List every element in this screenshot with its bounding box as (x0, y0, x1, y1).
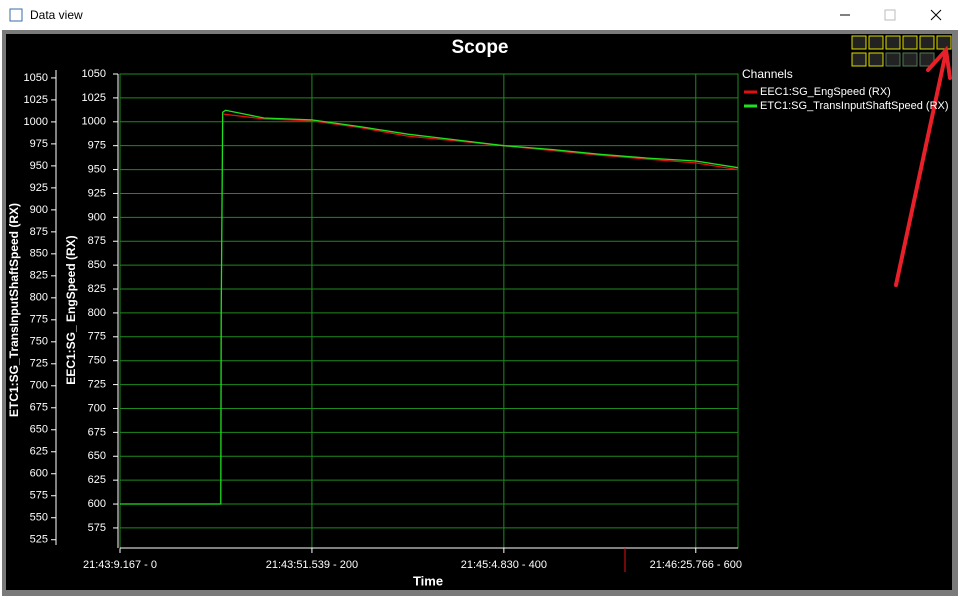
series-line (120, 109, 739, 505)
y-tick-label: 975 (88, 140, 106, 152)
save-button[interactable] (919, 35, 935, 50)
y2-axis-title: ETC1:SG_TransInputShaftSpeed (RX) (7, 203, 21, 417)
y2-tick-label: 1000 (24, 116, 48, 128)
y2-tick-label: 775 (30, 314, 48, 326)
y2-tick-label: 550 (30, 512, 48, 524)
y2-tick-label: 750 (30, 336, 48, 348)
y2-tick-label: 1050 (24, 72, 48, 84)
scope-bg (6, 34, 952, 590)
y2-tick-label: 625 (30, 446, 48, 458)
x-tick-label: 21:43:9.167 - 0 (83, 559, 157, 571)
y2-tick-label: 800 (30, 292, 48, 304)
y2-tick-label: 950 (30, 160, 48, 172)
y-tick-label: 575 (88, 522, 106, 534)
y-tick-label: 675 (88, 426, 106, 438)
zoom-x-button[interactable] (885, 52, 901, 67)
zoom-reset-button[interactable] (919, 52, 935, 67)
y2-tick-label: 925 (30, 182, 48, 194)
zoom-y-button[interactable] (902, 52, 918, 67)
y-tick-label: 775 (88, 331, 106, 343)
x-axis-title: Time (413, 573, 443, 588)
settings-button[interactable] (936, 35, 952, 50)
zoom-out-button[interactable] (868, 52, 884, 67)
y2-tick-label: 825 (30, 270, 48, 282)
y-tick-label: 700 (88, 402, 106, 414)
print-button[interactable] (902, 35, 918, 50)
annotation-arrow (894, 45, 952, 287)
y2-tick-label: 725 (30, 358, 48, 370)
y-tick-label: 800 (88, 307, 106, 319)
x-tick-label: 21:46:25.766 - 600 (650, 559, 742, 571)
chart-title: Scope (451, 37, 508, 58)
y-axis-title: EEC1:SG_ EngSpeed (RX) (64, 235, 78, 384)
y-tick-label: 1000 (82, 116, 106, 128)
y2-tick-label: 700 (30, 380, 48, 392)
pause-button[interactable] (851, 35, 867, 50)
legend-title: Channels (742, 67, 793, 81)
y2-tick-label: 575 (30, 490, 48, 502)
y-tick-label: 900 (88, 211, 106, 223)
y2-tick-label: 850 (30, 248, 48, 260)
pan-button[interactable] (868, 35, 884, 50)
x-tick-label: 21:45:4.830 - 400 (461, 559, 547, 571)
y2-tick-label: 1025 (24, 94, 48, 106)
y-tick-label: 875 (88, 235, 106, 247)
legend-label: ETC1:SG_TransInputShaftSpeed (RX) (760, 100, 949, 112)
y-tick-label: 1050 (82, 68, 106, 80)
y-tick-label: 850 (88, 259, 106, 271)
y-tick-label: 825 (88, 283, 106, 295)
y-tick-label: 1025 (82, 92, 106, 104)
x-tick-label: 21:43:51.539 - 200 (266, 559, 358, 571)
y-tick-label: 950 (88, 163, 106, 175)
y2-tick-label: 525 (30, 534, 48, 546)
plot: 575 600 625 650 675 700 725 750 775 800 825 850 875 9… (24, 68, 742, 572)
y2-tick-label: 975 (30, 138, 48, 150)
y2-tick-label: 875 (30, 226, 48, 238)
y-tick-label: 925 (88, 187, 106, 199)
y2-tick-label: 675 (30, 402, 48, 414)
zoom-in-button[interactable] (851, 52, 867, 67)
maximize-button[interactable] (884, 9, 896, 21)
window-title: Data view (30, 8, 83, 22)
y2-tick-label: 600 (30, 468, 48, 480)
y-tick-label: 750 (88, 355, 106, 367)
y2-tick-label: 650 (30, 424, 48, 436)
y-tick-label: 650 (88, 450, 106, 462)
legend-label: EEC1:SG_EngSpeed (RX) (760, 86, 891, 98)
app-icon (9, 8, 23, 22)
y2-tick-label: 900 (30, 204, 48, 216)
toolbar (851, 35, 952, 67)
copy-button[interactable] (885, 35, 901, 50)
y-tick-label: 625 (88, 474, 106, 486)
y-tick-label: 600 (88, 498, 106, 510)
close-button[interactable] (930, 9, 942, 21)
y-tick-label: 725 (88, 378, 106, 390)
